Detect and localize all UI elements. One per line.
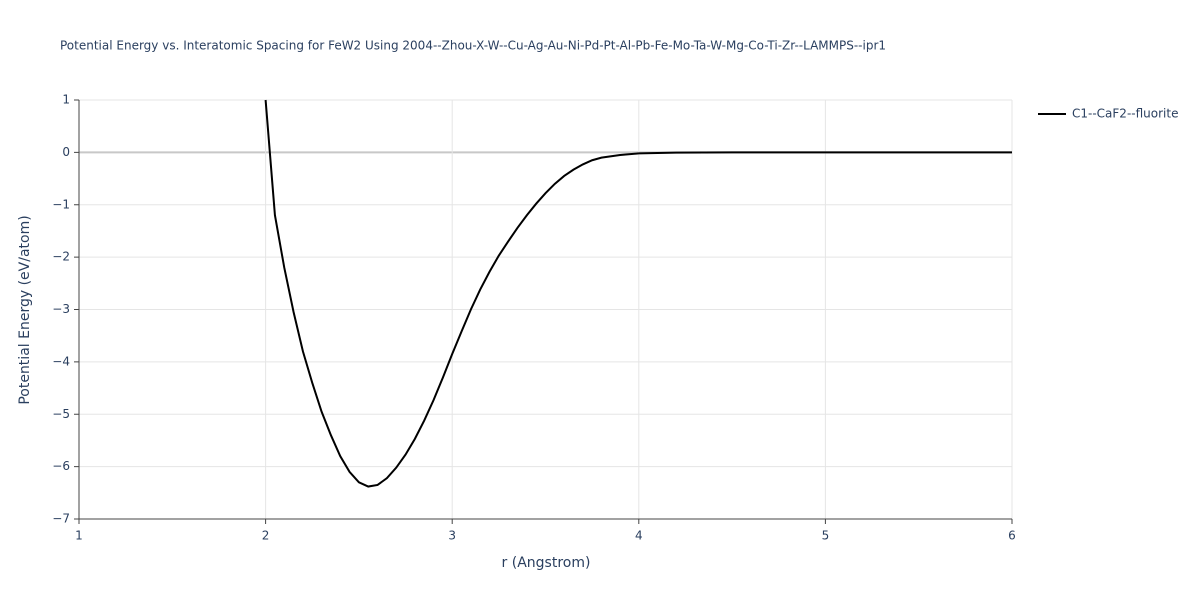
grid [74,99,1013,524]
y-tick-label: 0 [62,145,70,159]
plot-area [264,99,1012,488]
y-axis-label: Potential Energy (eV/atom) [17,215,33,404]
x-tick-label: 4 [635,529,643,543]
chart-title: Potential Energy vs. Interatomic Spacing… [60,39,886,53]
x-tick-label: 6 [1008,529,1016,543]
x-tick-label: 5 [822,529,830,543]
data-line [264,99,1012,488]
x-axis-label: r (Angstrom) [502,555,591,571]
y-tick-label: −7 [52,512,70,526]
y-tick-label: −3 [52,302,70,316]
y-tick-label: −6 [52,459,70,473]
y-tick-label: −1 [52,197,70,211]
legend-label: C1--CaF2--fluorite [1072,107,1178,121]
x-tick-label: 3 [448,529,456,543]
x-tick-label: 2 [262,529,270,543]
y-tick-label: 1 [62,93,70,107]
y-tick-label: −4 [52,354,70,368]
x-tick-label: 1 [75,529,83,543]
y-tick-label: −2 [52,250,70,264]
y-tick-label: −5 [52,407,70,421]
